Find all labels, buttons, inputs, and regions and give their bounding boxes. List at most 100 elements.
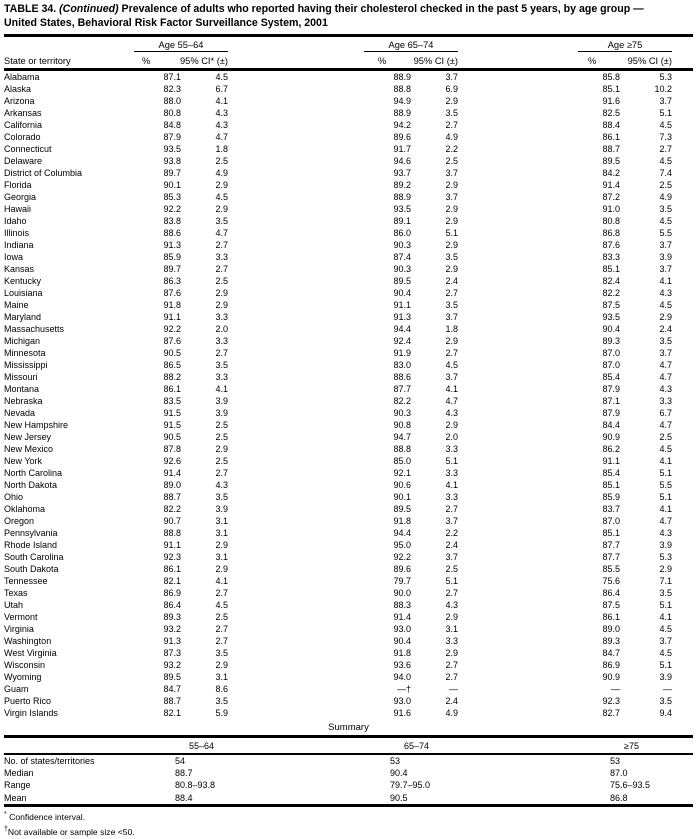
pct-value-65-74: 85.0 [393, 455, 411, 466]
ci-value-55-64: 3.5 [215, 491, 228, 502]
ci-value-65-74: 3.3 [445, 443, 458, 454]
ci-value-55-64: 3.1 [215, 515, 228, 526]
ci-value-65-74: 2.9 [445, 335, 458, 346]
pct-value-55-64: 87.8 [163, 443, 181, 454]
ci-value-65-74: 2.9 [445, 203, 458, 214]
ci-value-55-64: 3.9 [215, 395, 228, 406]
state-name: Rhode Island [4, 539, 58, 550]
table-row: Tennessee 82.1 4.1 79.7 5.1 75.6 7.1 [4, 575, 693, 587]
pct-value-65-74: 90.4 [393, 287, 411, 298]
pct-value-75plus: 84.4 [602, 419, 620, 430]
ci-value-65-74: 3.3 [445, 467, 458, 478]
ci-value-75plus: 3.5 [659, 203, 672, 214]
table-title-line1: TABLE 34. (Continued) Prevalence of adul… [4, 3, 693, 17]
pct-value-65-74: 94.6 [393, 155, 411, 166]
state-name: North Carolina [4, 467, 63, 478]
summary-bottom-rule [4, 804, 693, 808]
summary-value-55-64: 54 [175, 755, 186, 766]
summary-row: Range 80.8–93.8 79.7–95.0 75.6–93.5 [4, 779, 693, 791]
pct-value-55-64: 86.3 [163, 275, 181, 286]
pct-value-75plus: 93.5 [602, 311, 620, 322]
pct-value-55-64: 93.8 [163, 155, 181, 166]
table-row: District of Columbia 89.7 4.9 93.7 3.7 8… [4, 167, 693, 179]
summary-title: Summary [328, 721, 369, 733]
pct-value-75plus: 87.0 [602, 347, 620, 358]
table-row: North Carolina 91.4 2.7 92.1 3.3 85.4 5.… [4, 467, 693, 479]
ci-value-65-74: 5.1 [445, 227, 458, 238]
ci-value-65-74: 3.7 [445, 191, 458, 202]
pct-value-75plus: 82.2 [602, 287, 620, 298]
pct-column-header: % [142, 55, 151, 66]
state-name: New York [4, 455, 43, 466]
pct-value-65-74: 91.9 [393, 347, 411, 358]
pct-value-75plus: 87.6 [602, 239, 620, 250]
ci-value-75plus: 4.1 [659, 611, 672, 622]
state-name: Georgia [4, 191, 37, 202]
ci-value-55-64: 3.5 [215, 647, 228, 658]
ci-value-55-64: 2.9 [215, 539, 228, 550]
pct-value-75plus: 85.4 [602, 467, 620, 478]
pct-value-55-64: 82.1 [163, 707, 181, 718]
pct-value-75plus: 87.5 [602, 299, 620, 310]
ci-value-65-74: — [449, 683, 458, 694]
ci-value-55-64: 8.6 [215, 683, 228, 694]
ci-value-65-74: 2.7 [445, 587, 458, 598]
table-row: Virgin Islands 82.1 5.9 91.6 4.9 82.7 9.… [4, 707, 693, 719]
pct-value-65-74: 90.6 [393, 479, 411, 490]
ci-value-75plus: 10.2 [654, 83, 672, 94]
group1-column-headers: % 95% CI* (±) [134, 56, 228, 66]
table-row: Massachusetts 92.2 2.0 94.4 1.8 90.4 2.4 [4, 323, 693, 335]
ci-value-55-64: 4.5 [215, 71, 228, 82]
state-name: Maryland [4, 311, 42, 322]
ci-value-65-74: 3.7 [445, 167, 458, 178]
pct-value-65-74: 90.8 [393, 419, 411, 430]
pct-value-65-74: 91.3 [393, 311, 411, 322]
pct-value-55-64: 82.1 [163, 575, 181, 586]
state-name: Illinois [4, 227, 30, 238]
table-row: Nebraska 83.5 3.9 82.2 4.7 87.1 3.3 [4, 395, 693, 407]
ci-value-55-64: 2.9 [215, 299, 228, 310]
ci-value-65-74: 2.9 [445, 179, 458, 190]
pct-value-75plus: 89.3 [602, 635, 620, 646]
table-row: Florida 90.1 2.9 89.2 2.9 91.4 2.5 [4, 179, 693, 191]
pct-value-55-64: 87.3 [163, 647, 181, 658]
ci-value-75plus: 5.1 [659, 107, 672, 118]
pct-value-55-64: 93.5 [163, 143, 181, 154]
summary-column-header-65-74: 65–74 [404, 740, 430, 751]
ci-value-55-64: 4.1 [215, 95, 228, 106]
state-name: Colorado [4, 131, 41, 142]
ci-value-75plus: 5.1 [659, 599, 672, 610]
state-name: New Mexico [4, 443, 54, 454]
ci-value-55-64: 2.7 [215, 263, 228, 274]
pct-value-55-64: 87.6 [163, 335, 181, 346]
pct-value-65-74: 79.7 [393, 575, 411, 586]
ci-value-55-64: 2.5 [215, 431, 228, 442]
pct-value-55-64: 89.7 [163, 263, 181, 274]
summary-value-65-74: 90.5 [390, 792, 408, 803]
pct-value-65-74: 91.8 [393, 515, 411, 526]
ci-value-75plus: 3.7 [659, 263, 672, 274]
age-group-header-75plus: Age ≥75 [458, 40, 672, 52]
summary-row: Median 88.7 90.4 87.0 [4, 767, 693, 779]
state-name: Utah [4, 599, 24, 610]
pct-value-75plus: 85.1 [602, 479, 620, 490]
table-row: Oregon 90.7 3.1 91.8 3.7 87.0 4.7 [4, 515, 693, 527]
table-row: Maine 91.8 2.9 91.1 3.5 87.5 4.5 [4, 299, 693, 311]
ci-value-65-74: 6.9 [445, 83, 458, 94]
footnote-text: Confidence interval. [9, 812, 86, 823]
ci-value-75plus: 3.5 [659, 587, 672, 598]
ci-value-55-64: 2.7 [215, 239, 228, 250]
pct-value-65-74: 94.4 [393, 527, 411, 538]
table-row: Louisiana 87.6 2.9 90.4 2.7 82.2 4.3 [4, 287, 693, 299]
ci-value-75plus: 4.5 [659, 623, 672, 634]
summary-header-row: 55–64 65–74 ≥75 [4, 738, 693, 753]
group2-column-headers: % 95% CI (±) [228, 56, 458, 66]
table-row: Arkansas 80.8 4.3 88.9 3.5 82.5 5.1 [4, 107, 693, 119]
ci-value-75plus: 2.5 [659, 179, 672, 190]
ci-value-55-64: 3.5 [215, 215, 228, 226]
ci-value-75plus: 6.7 [659, 407, 672, 418]
table-row: Illinois 88.6 4.7 86.0 5.1 86.8 5.5 [4, 227, 693, 239]
pct-value-75plus: 88.7 [602, 143, 620, 154]
pct-value-65-74: 90.4 [393, 635, 411, 646]
summary-value-75plus: 86.8 [610, 792, 628, 803]
